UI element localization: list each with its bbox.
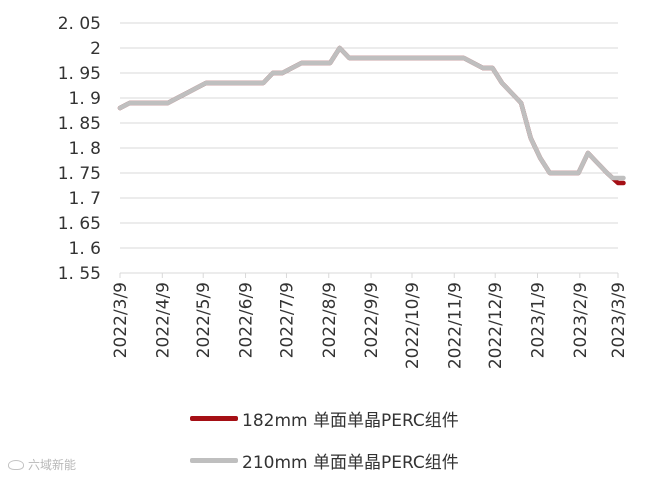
legend-item-182mm: 182mm 单面单晶PERC组件	[190, 407, 459, 431]
y-tick-label: 1. 7	[69, 189, 101, 209]
x-tick-label: 2022/5/9	[194, 282, 214, 358]
series-line-210mm	[117, 45, 626, 181]
y-tick-label: 1. 8	[69, 139, 101, 159]
wechat-logo-icon	[8, 459, 24, 470]
x-tick-label: 2023/2/9	[571, 282, 591, 358]
x-tick-label: 2022/12/9	[486, 282, 506, 369]
legend-label-182mm: 182mm 单面单晶PERC组件	[242, 410, 459, 431]
x-tick-label: 2022/4/9	[153, 282, 173, 358]
x-tick-label: 2022/11/9	[445, 282, 465, 369]
watermark-text: 六域新能	[28, 458, 77, 472]
y-tick-label: 1. 75	[58, 164, 101, 184]
watermark: 六域新能	[8, 456, 76, 473]
x-tick-label: 2022/6/9	[237, 282, 257, 358]
y-tick-label: 1. 55	[58, 264, 101, 284]
x-tick-label: 2022/9/9	[362, 282, 382, 358]
series-line-182mm	[117, 45, 626, 186]
y-axis: 1. 55 1. 6 1. 65 1. 7 1. 75 1. 8 1. 85 1. 9 1. 9…	[58, 14, 101, 284]
x-tick-label: 2022/3/9	[111, 282, 131, 358]
y-tick-label: 1. 9	[69, 89, 101, 109]
line-chart: 1. 55 1. 6 1. 65 1. 7 1. 75 1. 8 1. 85 1. 9 1. 9…	[58, 14, 629, 369]
y-tick-label: 1. 6	[69, 239, 101, 259]
x-axis: 2022/3/9 2022/4/9 2022/5/9 2022/6/9 2022/7/9…	[111, 272, 629, 369]
x-tick-label: 2023/1/9	[529, 282, 549, 358]
y-tick-label: 2	[90, 39, 101, 59]
x-tick-label: 2023/3/9	[609, 282, 629, 358]
legend-item-210mm: 210mm 单面单晶PERC组件	[190, 449, 459, 473]
y-tick-label: 1. 85	[58, 114, 101, 134]
legend-label-210mm: 210mm 单面单晶PERC组件	[242, 452, 459, 473]
legend-swatch-182mm	[190, 415, 238, 421]
x-tick-label: 2022/8/9	[320, 282, 340, 358]
series-lines	[117, 45, 626, 186]
legend: 182mm 单面单晶PERC组件 210mm 单面单晶PERC组件	[190, 407, 459, 491]
y-tick-label: 1. 95	[58, 64, 101, 84]
grid-lines	[120, 22, 618, 249]
x-tick-label: 2022/7/9	[277, 282, 297, 358]
y-tick-label: 2. 05	[58, 14, 101, 34]
x-tick-label: 2022/10/9	[403, 282, 423, 369]
legend-swatch-210mm	[190, 457, 238, 463]
y-tick-label: 1. 65	[58, 214, 101, 234]
